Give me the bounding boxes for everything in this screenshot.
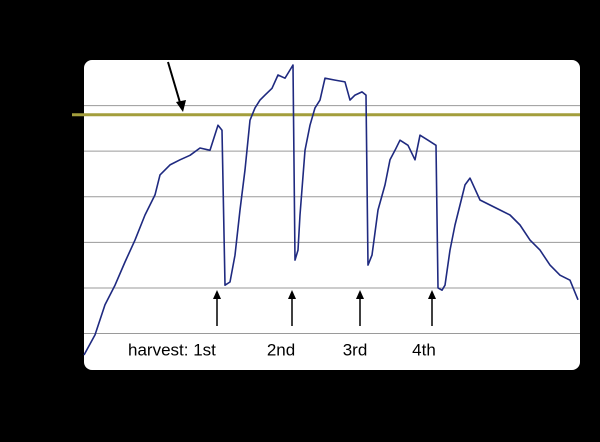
pointer-arrowhead [176,100,186,112]
plot-area [84,60,580,370]
harvest-arrows [216,296,433,326]
grid [84,105,580,335]
annotation: harvest: 1st [128,340,216,359]
annotation: 2nd [267,340,295,359]
marks [72,64,580,356]
pointer-arrow [167,61,182,107]
annotation: 4th [412,340,436,359]
annotation: 3rd [343,340,368,359]
data-line [83,64,579,356]
